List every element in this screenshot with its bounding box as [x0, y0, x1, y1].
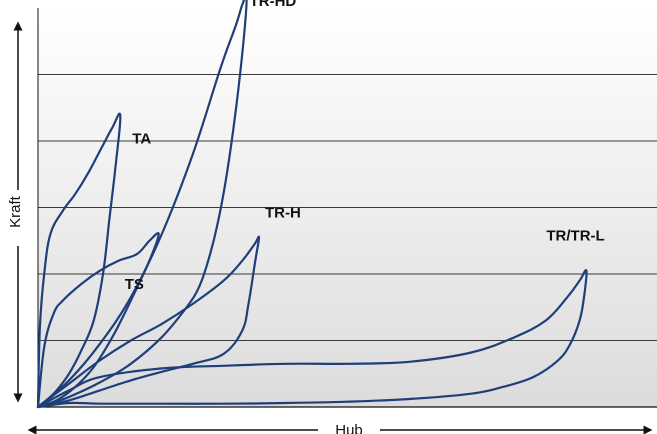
series-curve-tr-h [36, 235, 261, 409]
y-axis-label: Kraft [7, 195, 24, 228]
series-label-tr-hd: TR-HD [250, 0, 297, 10]
x-axis-label: Hub [335, 422, 363, 434]
series-curve-tr-hd [36, 0, 248, 409]
series-label-layer: TA TS TR-HD TR-H TR/TR-L [125, 0, 605, 293]
series-label-ts: TS [125, 276, 144, 293]
series-layer [36, 0, 588, 409]
series-label-ta: TA [132, 131, 151, 148]
grid [38, 74, 657, 341]
series-curve-ts [36, 232, 160, 409]
series-curve-ta [36, 112, 122, 409]
series-curve-tr-tr-l [36, 268, 588, 409]
series-label-tr-h: TR-H [265, 204, 301, 221]
series-label-tr-tr-l: TR/TR-L [546, 228, 604, 245]
